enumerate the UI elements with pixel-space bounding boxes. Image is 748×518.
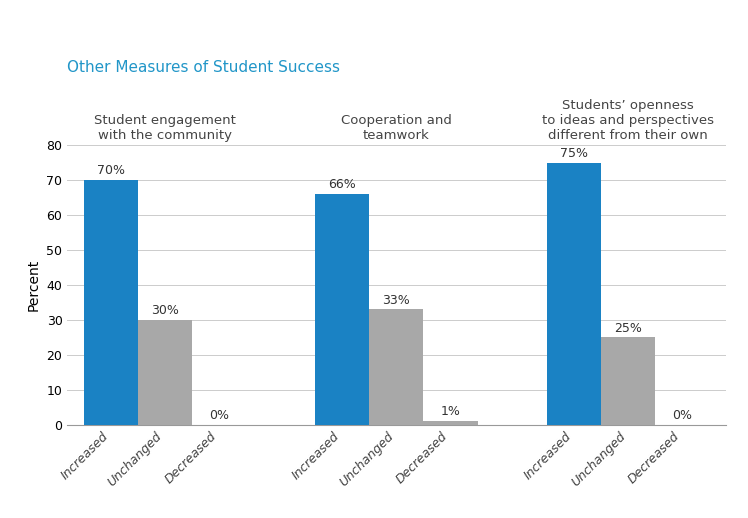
Text: 75%: 75% bbox=[560, 147, 588, 160]
Text: 70%: 70% bbox=[96, 164, 125, 177]
Bar bbox=[601, 337, 655, 425]
Text: 30%: 30% bbox=[151, 304, 179, 317]
Bar bbox=[547, 163, 601, 425]
Text: Student engagement
with the community: Student engagement with the community bbox=[94, 114, 236, 142]
Y-axis label: Percent: Percent bbox=[27, 259, 41, 311]
Bar bbox=[84, 180, 138, 425]
Text: Other Measures of Student Success: Other Measures of Student Success bbox=[67, 60, 340, 75]
Text: 0%: 0% bbox=[209, 409, 229, 422]
Bar bbox=[138, 320, 191, 425]
Bar bbox=[423, 421, 477, 425]
Bar bbox=[370, 309, 423, 425]
Text: Cooperation and
teamwork: Cooperation and teamwork bbox=[341, 114, 452, 142]
Text: Students’ openness
to ideas and perspectives
different from their own: Students’ openness to ideas and perspect… bbox=[542, 99, 714, 142]
Text: 1%: 1% bbox=[441, 406, 461, 419]
Text: 66%: 66% bbox=[328, 178, 356, 191]
Text: 33%: 33% bbox=[382, 294, 411, 307]
Text: 25%: 25% bbox=[614, 322, 642, 335]
Bar bbox=[316, 194, 370, 425]
Text: 0%: 0% bbox=[672, 409, 693, 422]
